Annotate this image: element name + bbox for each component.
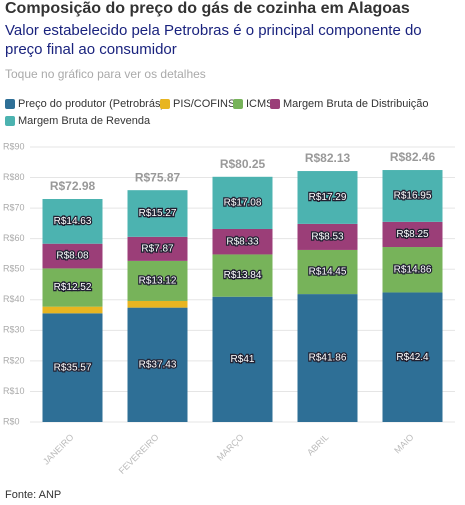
total-label: R$75.87: [135, 170, 181, 184]
value-label: R$13.12: [139, 276, 177, 287]
bar-segment: [127, 260, 188, 301]
bar-segment: [297, 171, 358, 224]
value-label: R$12.52: [54, 282, 92, 293]
value-label: R$8.08: [56, 251, 89, 262]
y-tick-label: R$30: [3, 325, 25, 335]
value-label: R$42.4: [396, 352, 429, 363]
value-label: R$14.86: [394, 264, 432, 275]
bar-segment: [297, 223, 358, 250]
bar-segment: [212, 228, 273, 255]
bar-segment: [212, 176, 273, 229]
legend-swatch: [270, 99, 280, 109]
bar-segment: [127, 307, 188, 422]
legend-swatch: [5, 116, 15, 126]
source: Fonte: ANP: [5, 489, 62, 501]
x-tick-label: FEVEREIRO: [117, 432, 161, 476]
y-tick-label: R$20: [3, 355, 25, 365]
bar-segment: [382, 292, 443, 422]
value-label: R$41.86: [309, 353, 347, 364]
value-label: R$17.29: [309, 192, 347, 203]
value-label: R$7.87: [141, 243, 174, 254]
legend-swatch: [160, 99, 170, 109]
value-label: R$41: [231, 354, 255, 365]
value-label: R$8.25: [396, 229, 429, 240]
x-tick-label: ABRIL: [305, 432, 330, 457]
y-tick-label: R$60: [3, 233, 25, 243]
bar-segment: [42, 199, 103, 244]
bar-segment: [42, 268, 103, 307]
bar-segment: [42, 306, 103, 314]
value-label: R$35.57: [54, 362, 92, 373]
value-label: R$8.33: [226, 236, 259, 247]
legend-label: Margem Bruta de Revenda: [18, 115, 151, 127]
x-tick-label: MARÇO: [215, 432, 246, 463]
value-label: R$8.53: [311, 232, 344, 243]
legend-swatch: [5, 99, 15, 109]
bar-segment: [382, 221, 443, 248]
total-label: R$72.98: [50, 179, 96, 193]
bar-segment: [382, 170, 443, 222]
x-tick-label: JANEIRO: [41, 432, 76, 467]
value-label: R$14.63: [54, 216, 92, 227]
y-tick-label: R$90: [3, 141, 25, 151]
bar-segment: [127, 300, 188, 308]
bar-segment: [127, 190, 188, 237]
legend-label: Margem Bruta de Distribuição: [283, 98, 429, 110]
value-label: R$16.95: [394, 191, 432, 202]
chart-title: Composição do preço do gás de cozinha em…: [5, 0, 410, 17]
y-tick-label: R$10: [3, 386, 25, 396]
y-tick-label: R$0: [3, 416, 20, 426]
value-label: R$13.84: [224, 270, 262, 281]
y-tick-label: R$70: [3, 202, 25, 212]
bar-segment: [127, 236, 188, 261]
bar-segment: [212, 296, 273, 422]
y-tick-label: R$40: [3, 294, 25, 304]
value-label: R$14.45: [309, 267, 347, 278]
value-label: R$15.27: [139, 208, 177, 219]
value-label: R$17.08: [224, 198, 262, 209]
chart-subtitle: Valor estabelecido pela Petrobras é o pr…: [5, 22, 422, 58]
legend-label: ICMS: [246, 98, 274, 110]
legend-label: Preço do produtor (Petrobrás): [18, 98, 164, 110]
legend-label: PIS/COFINS: [173, 98, 235, 110]
x-tick-label: MAIO: [392, 432, 415, 455]
y-tick-label: R$50: [3, 264, 25, 274]
bar-segment: [382, 247, 443, 293]
y-tick-label: R$80: [3, 172, 25, 182]
total-label: R$80.25: [220, 157, 266, 171]
bar-segment: [42, 313, 103, 422]
value-label: R$37.43: [139, 359, 177, 370]
total-label: R$82.46: [390, 150, 436, 164]
bar-segment: [297, 294, 358, 422]
hint: Toque no gráfico para ver os detalhes: [5, 67, 206, 81]
legend-swatch: [233, 99, 243, 109]
bar-segment: [297, 249, 358, 295]
bar-segment: [212, 254, 273, 297]
bar-segment: [42, 243, 103, 269]
total-label: R$82.13: [305, 151, 351, 165]
